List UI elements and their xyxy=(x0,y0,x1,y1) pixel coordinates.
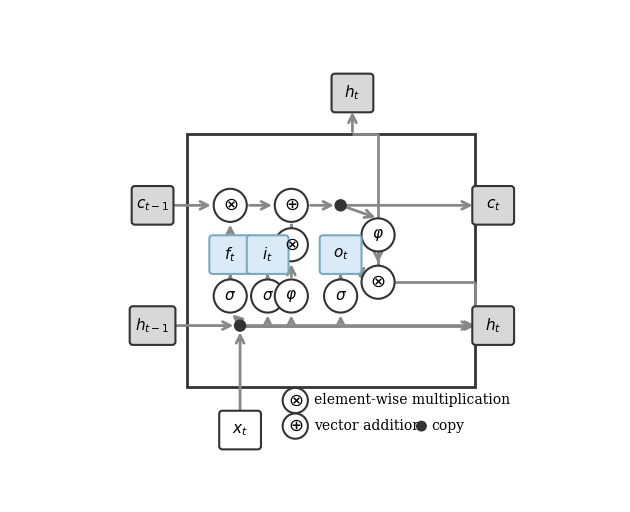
Text: $f_t$: $f_t$ xyxy=(224,245,236,264)
Text: copy: copy xyxy=(432,419,464,433)
Circle shape xyxy=(283,388,308,413)
Circle shape xyxy=(234,320,246,331)
Circle shape xyxy=(214,189,247,222)
Circle shape xyxy=(335,200,346,211)
Circle shape xyxy=(416,421,426,431)
Circle shape xyxy=(275,228,308,261)
FancyBboxPatch shape xyxy=(209,236,251,274)
Text: $\otimes$: $\otimes$ xyxy=(287,392,303,410)
Text: $x_t$: $x_t$ xyxy=(232,422,248,438)
FancyBboxPatch shape xyxy=(472,306,514,345)
Text: $\sigma$: $\sigma$ xyxy=(261,289,273,303)
Circle shape xyxy=(214,280,247,312)
Text: $i_t$: $i_t$ xyxy=(262,245,273,264)
Text: $h_t$: $h_t$ xyxy=(485,316,501,335)
Text: vector addition: vector addition xyxy=(314,419,421,433)
Text: $\varphi$: $\varphi$ xyxy=(285,288,297,304)
Text: $\varphi$: $\varphi$ xyxy=(372,227,384,243)
FancyBboxPatch shape xyxy=(219,411,261,450)
Text: $o_t$: $o_t$ xyxy=(333,247,348,263)
Text: $\otimes$: $\otimes$ xyxy=(222,196,238,215)
Text: $\otimes$: $\otimes$ xyxy=(370,273,386,291)
Text: $\sigma$: $\sigma$ xyxy=(335,289,347,303)
FancyBboxPatch shape xyxy=(331,74,374,112)
Circle shape xyxy=(251,280,284,312)
Text: $\oplus$: $\oplus$ xyxy=(284,196,299,215)
Text: $h_{t-1}$: $h_{t-1}$ xyxy=(135,316,170,335)
Text: $\otimes$: $\otimes$ xyxy=(284,236,299,254)
FancyBboxPatch shape xyxy=(132,186,173,225)
Circle shape xyxy=(283,414,308,439)
Text: element-wise multiplication: element-wise multiplication xyxy=(314,394,510,408)
Circle shape xyxy=(275,280,308,312)
FancyBboxPatch shape xyxy=(130,306,175,345)
Circle shape xyxy=(324,280,357,312)
Circle shape xyxy=(362,218,394,251)
FancyBboxPatch shape xyxy=(247,236,289,274)
Text: $c_{t-1}$: $c_{t-1}$ xyxy=(136,198,169,213)
FancyBboxPatch shape xyxy=(319,236,362,274)
Text: $\oplus$: $\oplus$ xyxy=(287,417,303,435)
FancyBboxPatch shape xyxy=(472,186,514,225)
Text: $\sigma$: $\sigma$ xyxy=(224,289,236,303)
Text: $h_t$: $h_t$ xyxy=(345,83,360,102)
Circle shape xyxy=(275,189,308,222)
Text: $c_t$: $c_t$ xyxy=(486,198,501,213)
Circle shape xyxy=(362,266,394,299)
